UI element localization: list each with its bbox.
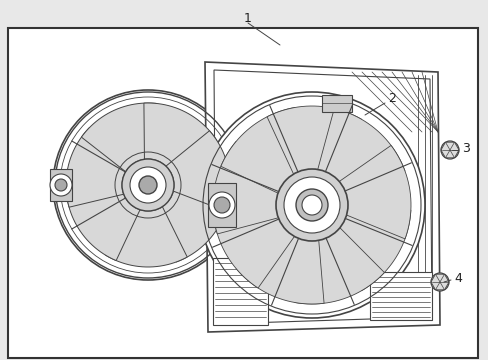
Polygon shape [328,204,410,291]
Polygon shape [294,224,384,304]
Polygon shape [143,103,217,169]
Polygon shape [165,131,229,211]
Polygon shape [334,145,410,239]
Polygon shape [204,62,439,332]
Polygon shape [316,108,404,192]
Polygon shape [213,258,267,325]
Text: 2: 2 [387,91,395,104]
Circle shape [284,177,339,233]
Circle shape [295,189,327,221]
Polygon shape [105,207,187,267]
Text: 3: 3 [461,141,469,154]
Circle shape [430,273,448,291]
Circle shape [130,167,165,203]
Polygon shape [213,205,297,288]
Circle shape [199,92,424,318]
Circle shape [302,195,321,215]
Circle shape [139,176,157,194]
Polygon shape [266,106,361,180]
Circle shape [55,179,67,191]
Text: 4: 4 [453,271,461,284]
Circle shape [50,174,72,196]
Bar [50,169,72,201]
Polygon shape [66,128,128,207]
Circle shape [440,141,458,159]
Polygon shape [236,226,324,304]
Polygon shape [321,95,351,112]
Polygon shape [81,103,156,172]
Polygon shape [369,272,431,320]
Circle shape [122,159,174,211]
Polygon shape [66,190,140,261]
Polygon shape [213,141,287,234]
Bar [207,183,236,227]
Circle shape [53,90,243,280]
Circle shape [275,169,347,241]
Polygon shape [159,187,228,262]
Text: 1: 1 [244,12,251,24]
Circle shape [214,197,229,213]
Polygon shape [221,108,304,196]
Circle shape [208,192,235,218]
